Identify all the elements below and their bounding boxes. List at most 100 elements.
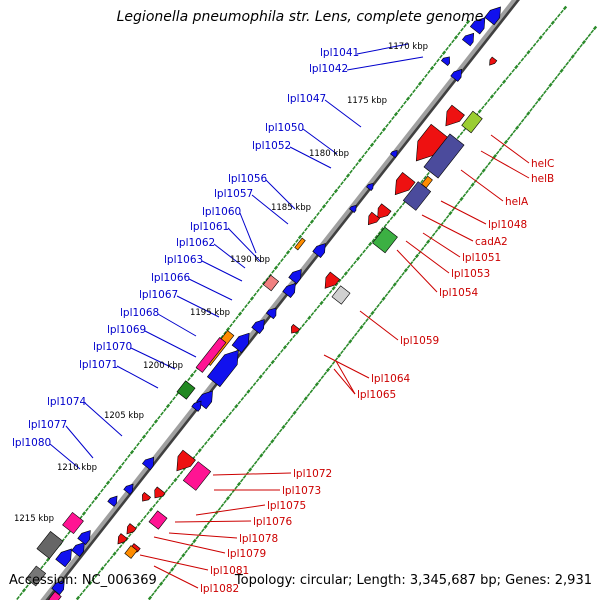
tick-mark [109, 555, 114, 560]
tick-mark [301, 231, 305, 236]
gene-feature [262, 274, 280, 292]
tick-mark [412, 257, 417, 262]
tick-mark [148, 507, 154, 512]
tick-mark [239, 478, 244, 483]
tick-mark [457, 31, 461, 36]
label-leader-line [213, 243, 246, 269]
tick-mark [392, 282, 397, 287]
tick-mark [412, 89, 416, 94]
label-leader-line [130, 347, 176, 370]
tick-mark [328, 196, 332, 201]
tick-mark [323, 371, 328, 376]
gene-label-left: lpl1069 [107, 324, 146, 336]
tick-mark [560, 9, 564, 14]
tick-mark [511, 68, 516, 73]
gene-arrow [154, 486, 166, 499]
gene-label-right: lpl1078 [239, 533, 278, 545]
scale-label: 1205 kbp [104, 411, 144, 421]
gene-feature [141, 456, 155, 471]
tick-mark [484, 101, 488, 106]
tick-mark [390, 286, 394, 291]
tick-mark [365, 318, 369, 323]
tick-mark [376, 303, 380, 308]
label-leader-line [153, 565, 199, 589]
tick-mark [393, 111, 399, 117]
tick-mark [158, 496, 163, 501]
tick-mark [285, 250, 291, 255]
tick-mark [592, 25, 598, 31]
label-leader-line [227, 227, 262, 263]
gene-arrow [461, 110, 483, 134]
tick-mark [433, 62, 437, 67]
label-leader-line [333, 368, 356, 395]
gene-arrow [265, 307, 277, 320]
tick-mark [557, 13, 561, 18]
tick-mark [241, 308, 245, 312]
label-leader-line [201, 260, 243, 282]
tick-mark [423, 243, 428, 248]
tick-mark [423, 175, 427, 180]
tick-mark [334, 282, 339, 287]
label-leader-line [460, 169, 504, 202]
tick-mark [548, 82, 553, 88]
tick-mark [529, 46, 534, 51]
tick-mark [322, 297, 327, 302]
tick-mark [118, 544, 123, 549]
tick-mark [235, 315, 239, 320]
tick-mark [281, 424, 286, 430]
gene-label-right: lpl1065 [357, 389, 396, 401]
tick-mark [336, 353, 342, 358]
tick-mark [307, 315, 312, 320]
tick-mark [25, 584, 29, 589]
tick-mark [195, 535, 200, 540]
gene-arrow [484, 6, 501, 26]
tick-mark [261, 280, 267, 286]
tick-mark [156, 585, 161, 590]
genome-backbone [40, 0, 517, 600]
tick-mark [253, 460, 258, 465]
tick-mark [579, 43, 583, 48]
tick-mark [313, 308, 318, 313]
tick-mark [155, 500, 159, 505]
gene-feature [288, 269, 302, 285]
tick-mark [103, 562, 108, 567]
label-leader-line [84, 402, 123, 437]
gene-arrow [206, 349, 239, 388]
tick-mark [531, 104, 536, 109]
tick-mark [64, 534, 68, 539]
tick-mark [136, 442, 140, 447]
tick-mark [255, 378, 260, 383]
gene-feature [291, 323, 301, 334]
gene-arrow [123, 483, 134, 495]
gene-feature [142, 491, 152, 502]
tick-mark [512, 129, 517, 134]
tick-mark [377, 230, 382, 235]
tick-mark [374, 234, 379, 239]
tick-mark [544, 28, 549, 33]
gene-arrow [294, 237, 306, 251]
tick-mark [543, 90, 547, 95]
gene-arrow [331, 285, 351, 305]
gene-feature [394, 171, 416, 196]
gene-feature [182, 461, 212, 491]
gene-feature [440, 56, 450, 67]
label-leader-line [49, 443, 81, 470]
tick-mark [355, 256, 361, 261]
label-leader-line [195, 504, 266, 516]
tick-mark [499, 83, 503, 88]
tick-mark [317, 378, 322, 383]
tick-mark [361, 154, 365, 159]
tick-mark [258, 374, 263, 379]
gene-arrow [55, 548, 72, 568]
tick-mark [247, 467, 253, 472]
tick-mark [387, 289, 392, 294]
tick-mark [163, 407, 167, 412]
tick-mark [353, 332, 358, 337]
tick-mark [270, 359, 275, 365]
tick-mark [270, 439, 275, 444]
gene-arrow [324, 271, 341, 289]
tick-mark [398, 205, 403, 210]
tick-mark [359, 325, 364, 330]
gene-arrow [124, 545, 138, 559]
tick-mark [237, 400, 242, 405]
